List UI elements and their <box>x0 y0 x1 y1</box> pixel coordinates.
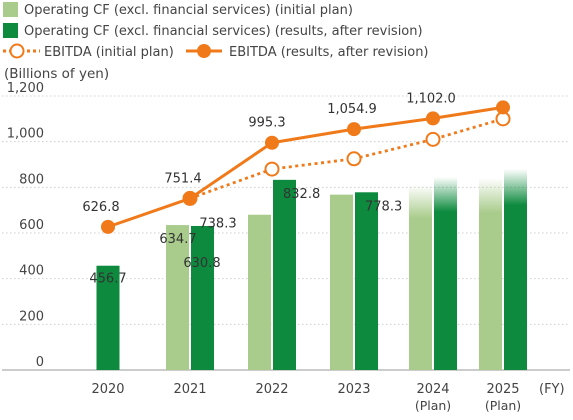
data-label-opcf-results: 630.8 <box>183 256 220 271</box>
x-tick-label: 2021 <box>173 382 206 397</box>
y-tick-labels: 0 200 400 600 800 1,000 1,200 <box>7 81 44 370</box>
bar-opcf-initial <box>479 178 502 370</box>
marker-ebitda-initial <box>425 131 441 147</box>
marker-ebitda-results <box>347 122 361 137</box>
legend-label-ebitda-initial: EBITDA (initial plan) <box>44 45 174 60</box>
legend-item-opcf-results: Operating CF (excl. financial services) … <box>3 23 423 39</box>
bars <box>96 169 527 370</box>
legend-item-ebitda-initial: EBITDA (initial plan) <box>3 43 174 60</box>
bar-opcf-initial <box>166 225 189 370</box>
marker-ebitda-initial <box>264 161 280 177</box>
legend-item-opcf-initial: Operating CF (excl. financial services) … <box>3 2 353 18</box>
marker-ebitda-results <box>183 191 197 206</box>
y-tick-label: 800 <box>19 172 44 187</box>
bar-opcf-initial <box>330 194 353 370</box>
x-tick-label: 2020 <box>91 382 124 397</box>
data-label-opcf-results: 778.3 <box>365 199 402 214</box>
data-label-ebitda: 1,054.9 <box>327 102 377 117</box>
data-label-opcf-results: 456.7 <box>89 272 126 287</box>
line-ebitda-results <box>107 105 504 229</box>
marker-ebitda-results <box>265 135 279 150</box>
data-label-opcf-results: 832.8 <box>283 187 320 202</box>
data-label-ebitda: 626.8 <box>82 200 119 215</box>
legend-item-ebitda-results: EBITDA (results, after revision) <box>186 44 429 60</box>
x-tick-labels: 2020 2021 2022 2023 2024(Plan)2025(Plan) <box>91 382 521 413</box>
legend-swatch-opcf-initial <box>3 2 18 17</box>
bar-opcf-results <box>191 225 214 370</box>
bar-opcf-results <box>434 177 457 370</box>
x-unit-label: (FY) <box>539 382 565 397</box>
data-labels: 626.8 751.4 995.3 1,054.9 1,102.0 634.7 456.7 6… <box>82 91 455 286</box>
marker-ebitda-results <box>496 100 510 115</box>
y-tick-label: 200 <box>19 309 44 324</box>
x-tick-label: 2024 <box>416 382 449 397</box>
y-tick-label: 0 <box>36 355 44 370</box>
y-tick-label: 1,000 <box>7 127 44 142</box>
marker-ebitda-results <box>101 219 115 234</box>
y-tick-label: 400 <box>19 264 44 279</box>
x-tick-sublabel: (Plan) <box>485 398 521 413</box>
y-tick-label: 1,200 <box>7 81 44 96</box>
legend-label-ebitda-results: EBITDA (results, after revision) <box>229 45 429 60</box>
legend-swatch-opcf-results <box>3 23 18 38</box>
bar-opcf-initial <box>248 214 271 370</box>
legend-marker-ebitda-results <box>197 44 211 58</box>
marker-ebitda-results <box>426 111 440 126</box>
x-tick-label: 2022 <box>255 382 288 397</box>
ebitda-markers <box>101 100 511 234</box>
y-tick-label: 600 <box>19 218 44 233</box>
data-label-ebitda: 1,102.0 <box>406 91 456 106</box>
bar-opcf-results <box>273 179 296 370</box>
data-label-opcf-initial-2022: 738.3 <box>199 216 236 231</box>
legend-label-opcf-initial: Operating CF (excl. financial services) … <box>24 3 353 18</box>
x-tick-sublabel: (Plan) <box>415 398 451 413</box>
legend: Operating CF (excl. financial services) … <box>3 2 429 60</box>
bar-opcf-results <box>504 169 527 370</box>
x-tick-label: 2023 <box>337 382 370 397</box>
x-tick-label: 2025 <box>486 382 519 397</box>
legend-marker-ebitda-initial <box>9 43 25 59</box>
data-label-ebitda: 751.4 <box>164 171 201 186</box>
legend-label-opcf-results: Operating CF (excl. financial services) … <box>24 24 423 39</box>
bar-opcf-results <box>96 265 120 370</box>
bar-opcf-results <box>355 192 378 370</box>
data-label-opcf-initial: 634.7 <box>159 232 196 247</box>
y-unit-label: (Billions of yen) <box>4 66 109 82</box>
bar-opcf-initial <box>409 185 432 370</box>
data-label-ebitda: 995.3 <box>248 116 285 131</box>
marker-ebitda-initial <box>346 151 362 167</box>
